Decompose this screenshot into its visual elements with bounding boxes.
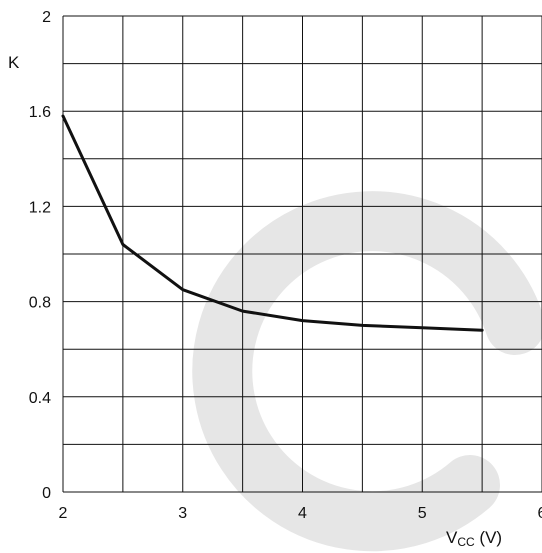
data-point-0-1	[122, 243, 124, 246]
data-point-0-7	[481, 329, 483, 331]
x-axis-label-main: V	[446, 528, 458, 547]
x-tick-label-0: 2	[59, 505, 68, 522]
tick-labels: 0 0.4 0.8 1.2 1.6 2 2 3 4 5 6	[29, 9, 542, 522]
y-tick-label-4: 1.6	[29, 104, 51, 121]
series-line-0	[61, 114, 484, 332]
y-axis-label: K	[8, 53, 20, 72]
data-point-0-5	[361, 324, 364, 327]
watermark-arc	[192, 191, 542, 552]
data-point-0-4	[301, 319, 304, 322]
x-axis-label-unit: (V)	[475, 528, 502, 547]
x-tick-label-1: 3	[178, 505, 187, 522]
data-point-0-3	[241, 310, 244, 312]
y-tick-label-5: 2	[42, 9, 51, 26]
data-point-0-2	[181, 288, 184, 291]
y-tick-label-2: 0.8	[29, 295, 51, 312]
x-axis-label: VCC (V)	[446, 528, 502, 549]
y-tick-label-3: 1.2	[29, 199, 51, 216]
grid	[62, 15, 542, 493]
data-point-0-0	[62, 115, 64, 117]
x-tick-label-2: 4	[298, 505, 307, 522]
y-tick-label-1: 0.4	[29, 390, 51, 407]
series-layer	[61, 114, 484, 332]
x-tick-label-3: 5	[418, 505, 427, 522]
data-point-0-6	[421, 326, 424, 329]
x-axis-label-sub: CC	[457, 535, 475, 549]
x-tick-label-4: 6	[538, 505, 542, 522]
y-tick-label-0: 0	[42, 485, 51, 502]
